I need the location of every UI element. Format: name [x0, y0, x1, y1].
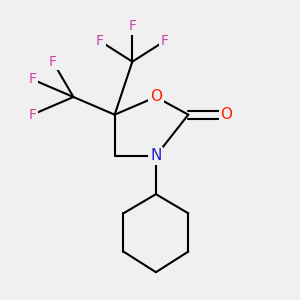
Text: F: F: [28, 72, 36, 86]
Text: F: F: [28, 108, 36, 122]
Text: O: O: [150, 89, 162, 104]
Text: F: F: [49, 55, 57, 69]
Text: F: F: [96, 34, 104, 48]
Text: O: O: [220, 107, 232, 122]
Text: F: F: [128, 19, 136, 33]
Text: F: F: [161, 34, 169, 48]
Text: N: N: [150, 148, 162, 164]
